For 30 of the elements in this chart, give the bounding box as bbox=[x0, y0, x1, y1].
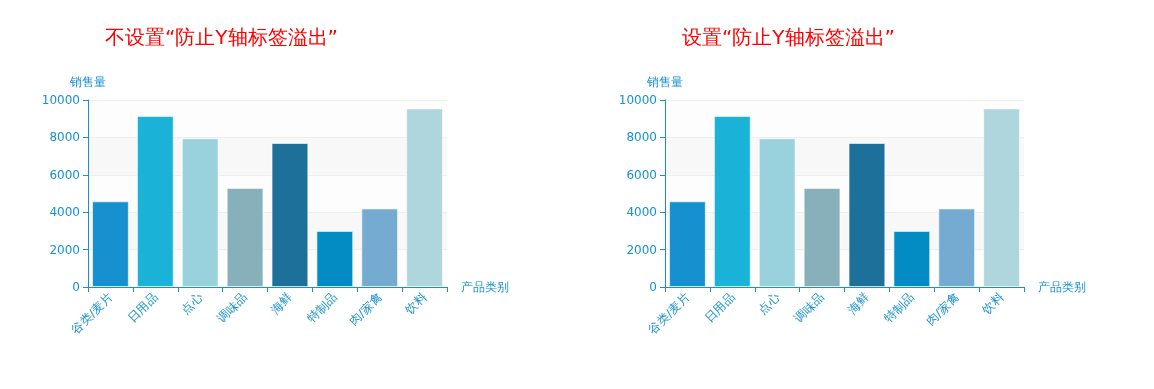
x-tick-label: 饮料 bbox=[978, 290, 1007, 318]
x-tick-label: 肉/家禽 bbox=[923, 290, 962, 329]
x-tick-label: 特制品 bbox=[304, 290, 340, 326]
y-tick-label: 8000 bbox=[626, 130, 657, 145]
y-tick-label: 6000 bbox=[626, 167, 657, 182]
y-tick-label: 8000 bbox=[49, 130, 80, 145]
y-tick-label: 10000 bbox=[618, 93, 657, 107]
x-tick-label: 特制品 bbox=[881, 290, 917, 326]
x-tick-label: 海鲜 bbox=[845, 290, 872, 317]
y-tick-label: 10000 bbox=[41, 93, 80, 107]
x-tick-label: 调味品 bbox=[791, 290, 828, 326]
x-tick-label: 日用品 bbox=[701, 290, 738, 326]
y-tick-label: 2000 bbox=[49, 242, 80, 257]
x-axis-title: 产品类别 bbox=[1038, 280, 1086, 294]
x-tick-label: 日用品 bbox=[124, 290, 161, 326]
y-tick-label: 2000 bbox=[626, 242, 657, 257]
y-axis-title: 销售量 bbox=[646, 75, 683, 89]
x-tick-label: 海鲜 bbox=[268, 290, 295, 317]
x-tick-label: 肉/家禽 bbox=[346, 290, 385, 329]
chart-title: 不设置“防止Y轴标签溢出” bbox=[105, 25, 338, 49]
y-tick-label: 4000 bbox=[626, 205, 657, 220]
x-tick-label: 点心 bbox=[755, 290, 783, 317]
x-tick-label: 点心 bbox=[178, 290, 206, 317]
y-axis-title: 销售量 bbox=[69, 75, 106, 89]
y-tick-label: 6000 bbox=[49, 167, 80, 182]
x-axis-title: 产品类别 bbox=[461, 280, 509, 294]
y-tick-label: 4000 bbox=[49, 205, 80, 220]
x-tick-label: 调味品 bbox=[214, 290, 251, 326]
x-tick-label: 饮料 bbox=[401, 290, 430, 318]
chart-title: 设置“防止Y轴标签溢出” bbox=[682, 25, 895, 49]
